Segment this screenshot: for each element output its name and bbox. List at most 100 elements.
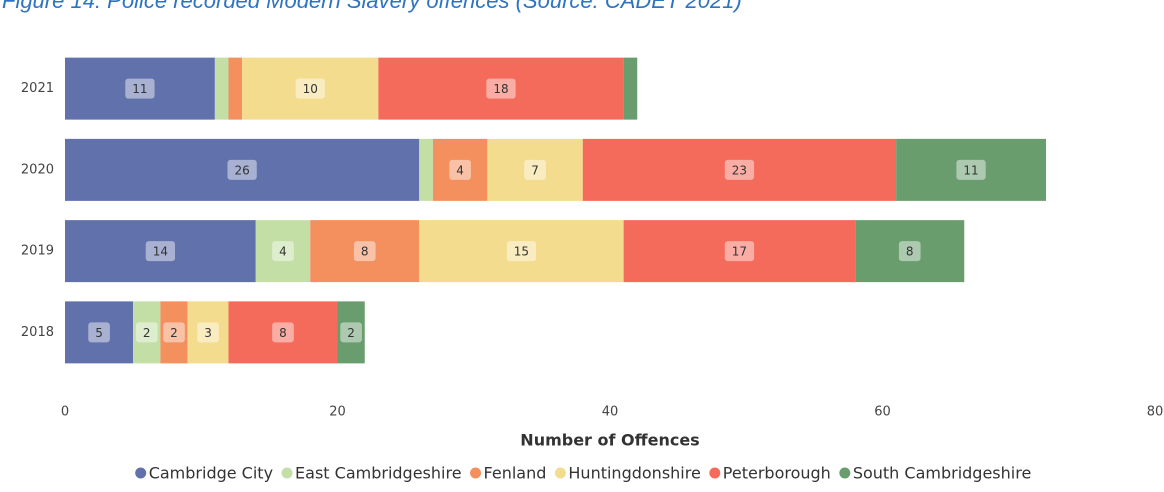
data-label-text: 2 [143,326,151,340]
data-label-box [506,241,537,262]
data-label: 11 [125,78,155,99]
bar-segment [65,301,134,364]
data-label-box [724,159,755,180]
x-axis-title: Number of Offences [520,431,699,450]
legend-label: East Cambridgeshire [295,464,462,483]
data-label: 23 [724,159,755,180]
data-label-box [898,241,921,262]
legend-label: Fenland [484,464,547,483]
data-label: 14 [145,241,176,262]
data-label-text: 17 [732,245,747,259]
data-label: 2 [163,322,185,343]
legend-marker [470,467,482,479]
data-label: 3 [197,322,219,343]
data-label: 15 [506,241,537,262]
data-label-text: 18 [493,82,508,96]
data-label-text: 8 [361,245,369,259]
chart-title: Figure 14: Police recorded Modern Slaver… [2,0,742,13]
data-label-text: 26 [234,163,249,177]
data-label: 8 [272,322,294,343]
data-label: 5 [88,322,110,343]
bar-segment [65,220,256,283]
data-label: 26 [227,159,257,180]
data-label: 8 [898,241,921,262]
data-label: 2 [340,322,362,343]
bar-segment [419,220,624,283]
data-label: 18 [486,78,516,99]
legend-label: Huntingdonshire [568,464,700,483]
data-label-box [449,159,471,180]
data-label-text: 3 [204,326,212,340]
bar-segment [255,220,311,283]
bar-segment [228,57,243,120]
data-label-box [197,322,219,343]
data-label-text: 2 [347,326,355,340]
bar-segment [432,138,488,201]
bar-segment [133,301,161,364]
data-label-box [486,78,516,99]
data-label-box [125,78,155,99]
y-tick-label: 2018 [21,325,54,340]
bar-segment [310,220,420,283]
bar-segment [582,138,897,201]
x-tick-label: 20 [329,405,346,420]
data-label-box [340,322,362,343]
legend-marker [839,467,851,479]
bar-segment [378,57,624,120]
bar-segment [65,57,215,120]
data-label-box [272,322,294,343]
legend-marker [554,467,566,479]
data-label: 4 [272,241,294,262]
data-label-box [353,241,376,262]
data-label: 11 [956,159,986,180]
legend-marker [709,467,721,479]
x-tick-label: 60 [874,405,891,420]
bar-segment [337,301,365,364]
data-label-text: 15 [514,245,529,259]
bar-segment [214,57,229,120]
data-label-box [88,322,110,343]
x-tick-label: 80 [1147,405,1164,420]
legend-marker [135,467,147,479]
bar-segment [65,138,420,201]
bar-segment [160,301,188,364]
bar-segment [623,57,638,120]
data-label-box [956,159,986,180]
data-label: 17 [724,241,755,262]
data-label: 10 [295,78,325,99]
data-label-box [163,322,185,343]
data-label: 8 [353,241,376,262]
data-label-text: 11 [132,82,147,96]
data-label-text: 5 [95,326,103,340]
data-label-text: 11 [963,163,978,177]
data-label-text: 4 [279,245,287,259]
bar-segment [896,138,1046,201]
data-label-text: 14 [153,245,168,259]
data-label-box [145,241,176,262]
data-label-text: 2 [170,326,178,340]
data-label-box [227,159,257,180]
data-label-text: 7 [531,163,539,177]
data-label-box [135,322,158,343]
legend: Cambridge City East Cambridgeshire Fenland… [135,464,1031,483]
data-label-box [724,241,755,262]
data-label-text: 23 [732,163,747,177]
data-label-text: 10 [303,82,318,96]
x-tick-label: 40 [602,405,619,420]
data-label: 7 [524,159,546,180]
data-label-text: 4 [456,163,464,177]
bar-segment [228,301,338,364]
legend-label: Cambridge City [149,464,273,483]
legend-label: South Cambridgeshire [853,464,1031,483]
data-label-text: 8 [906,245,914,259]
data-label-box [524,159,546,180]
data-label: 2 [135,322,158,343]
y-tick-label: 2020 [21,162,54,177]
x-tick-label: 0 [61,405,69,420]
y-tick-label: 2019 [21,244,54,259]
bar-segment [623,220,856,283]
bar-segment [855,220,965,283]
legend-marker [281,467,293,479]
data-label-box [272,241,294,262]
